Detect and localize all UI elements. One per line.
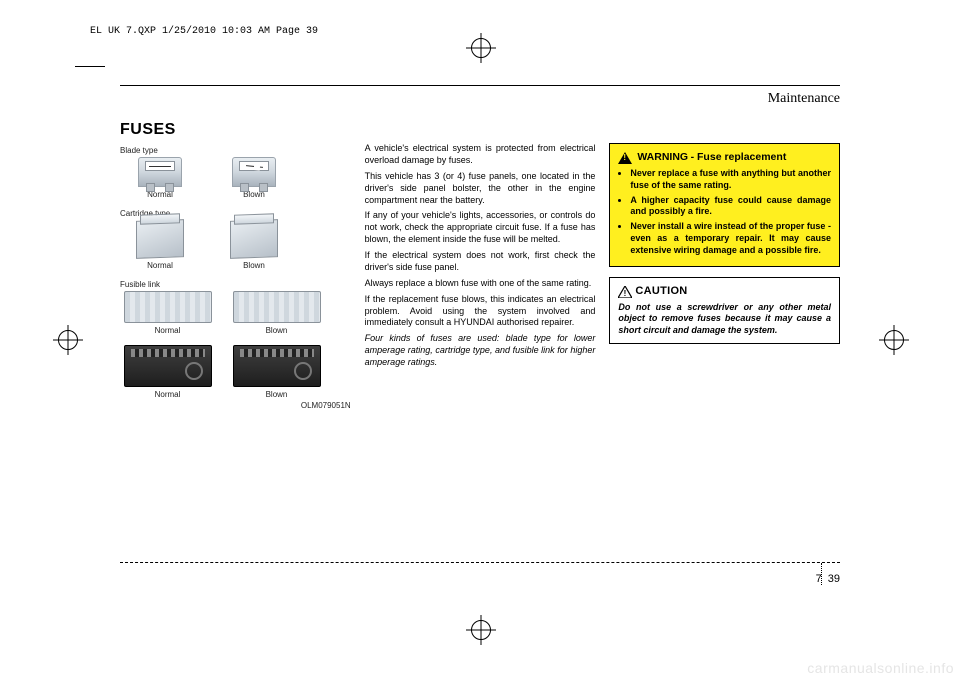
section-label: Maintenance <box>120 91 840 107</box>
blade-blown-cell: Blown <box>214 157 294 199</box>
header-rule <box>120 85 840 86</box>
warning-title-row: WARNING - Fuse replacement <box>618 151 831 165</box>
caution-title-row: ! CAUTION <box>618 284 831 299</box>
body-p7: Four kinds of fuses are used: blade type… <box>365 333 596 369</box>
page-no: 39 <box>828 573 840 585</box>
blade-normal-cell: Normal <box>120 157 200 199</box>
warning-box: WARNING - Fuse replacement Never replace… <box>609 143 840 267</box>
fusiblelink-row-1: Normal Blown <box>120 291 351 335</box>
registration-mark-right <box>884 330 904 350</box>
label-blown: Blown <box>214 190 294 199</box>
label-blown: Blown <box>229 390 324 399</box>
registration-mark-left <box>58 330 78 350</box>
body-p4: If the electrical system does not work, … <box>365 250 596 274</box>
crop-mark <box>75 66 105 67</box>
three-columns: Blade type Normal Blown Cartridge type N… <box>120 143 840 410</box>
label-normal: Normal <box>120 326 215 335</box>
column-body-text: A vehicle's electrical system is protect… <box>365 143 596 410</box>
page-number: 7 39 <box>816 573 840 585</box>
warning-item: A higher capacity fuse could cause damag… <box>630 195 831 219</box>
label-normal: Normal <box>120 190 200 199</box>
link-normal-icon <box>124 291 212 323</box>
registration-mark-top <box>471 38 491 58</box>
warning-title: WARNING <box>637 151 688 163</box>
body-p6: If the replacement fuse blows, this indi… <box>365 294 596 330</box>
print-header: EL UK 7.QXP 1/25/2010 10:03 AM Page 39 <box>90 26 318 37</box>
watermark: carmanualsonline.info <box>807 660 954 676</box>
chapter-number: 7 <box>816 573 822 585</box>
warning-subtitle: - Fuse replacement <box>691 151 787 163</box>
warning-item: Never install a wire instead of the prop… <box>630 221 831 257</box>
registration-mark-bottom <box>471 620 491 640</box>
warning-icon <box>618 152 632 164</box>
blade-normal-icon <box>138 157 182 187</box>
link-blown-cell: Blown <box>229 291 324 335</box>
multi-blown-cell: Blown <box>229 345 324 399</box>
cartridge-normal-cell: Normal <box>120 220 200 270</box>
caution-title: CAUTION <box>635 284 687 299</box>
multi-normal-icon <box>124 345 212 387</box>
column-notices: WARNING - Fuse replacement Never replace… <box>609 143 840 410</box>
multi-normal-cell: Normal <box>120 345 215 399</box>
blade-blown-icon <box>232 157 276 187</box>
cartridge-blown-icon <box>230 219 278 259</box>
warning-title-text: WARNING - Fuse replacement <box>637 151 786 165</box>
caution-body: Do not use a screwdriver or any other me… <box>618 302 831 338</box>
cartridge-blown-cell: Blown <box>214 220 294 270</box>
svg-text:!: ! <box>624 289 627 298</box>
subhead-blade: Blade type <box>120 146 351 155</box>
column-fuse-types: Blade type Normal Blown Cartridge type N… <box>120 143 351 410</box>
body-p1: A vehicle's electrical system is protect… <box>365 143 596 167</box>
footer-dash <box>120 562 840 563</box>
label-blown: Blown <box>229 326 324 335</box>
fusiblelink-row-2: Normal Blown <box>120 345 351 399</box>
body-p2: This vehicle has 3 (or 4) fuse panels, o… <box>365 171 596 207</box>
figure-code: OLM079051N <box>120 401 351 410</box>
link-blown-icon <box>233 291 321 323</box>
link-normal-cell: Normal <box>120 291 215 335</box>
warning-list: Never replace a fuse with anything but a… <box>618 168 831 257</box>
page-title: FUSES <box>120 121 840 139</box>
label-normal: Normal <box>120 261 200 270</box>
blade-row: Normal Blown <box>120 157 351 199</box>
body-p3: If any of your vehicle's lights, accesso… <box>365 210 596 246</box>
label-normal: Normal <box>120 390 215 399</box>
warning-item: Never replace a fuse with anything but a… <box>630 168 831 192</box>
body-p5: Always replace a blown fuse with one of … <box>365 278 596 290</box>
subhead-fusible: Fusible link <box>120 280 351 289</box>
page-content: Maintenance FUSES Blade type Normal Blow… <box>120 85 840 595</box>
caution-box: ! CAUTION Do not use a screwdriver or an… <box>609 277 840 344</box>
cartridge-normal-icon <box>136 219 184 259</box>
cartridge-row: Normal Blown <box>120 220 351 270</box>
multi-blown-icon <box>233 345 321 387</box>
caution-icon: ! <box>618 286 630 297</box>
label-blown: Blown <box>214 261 294 270</box>
